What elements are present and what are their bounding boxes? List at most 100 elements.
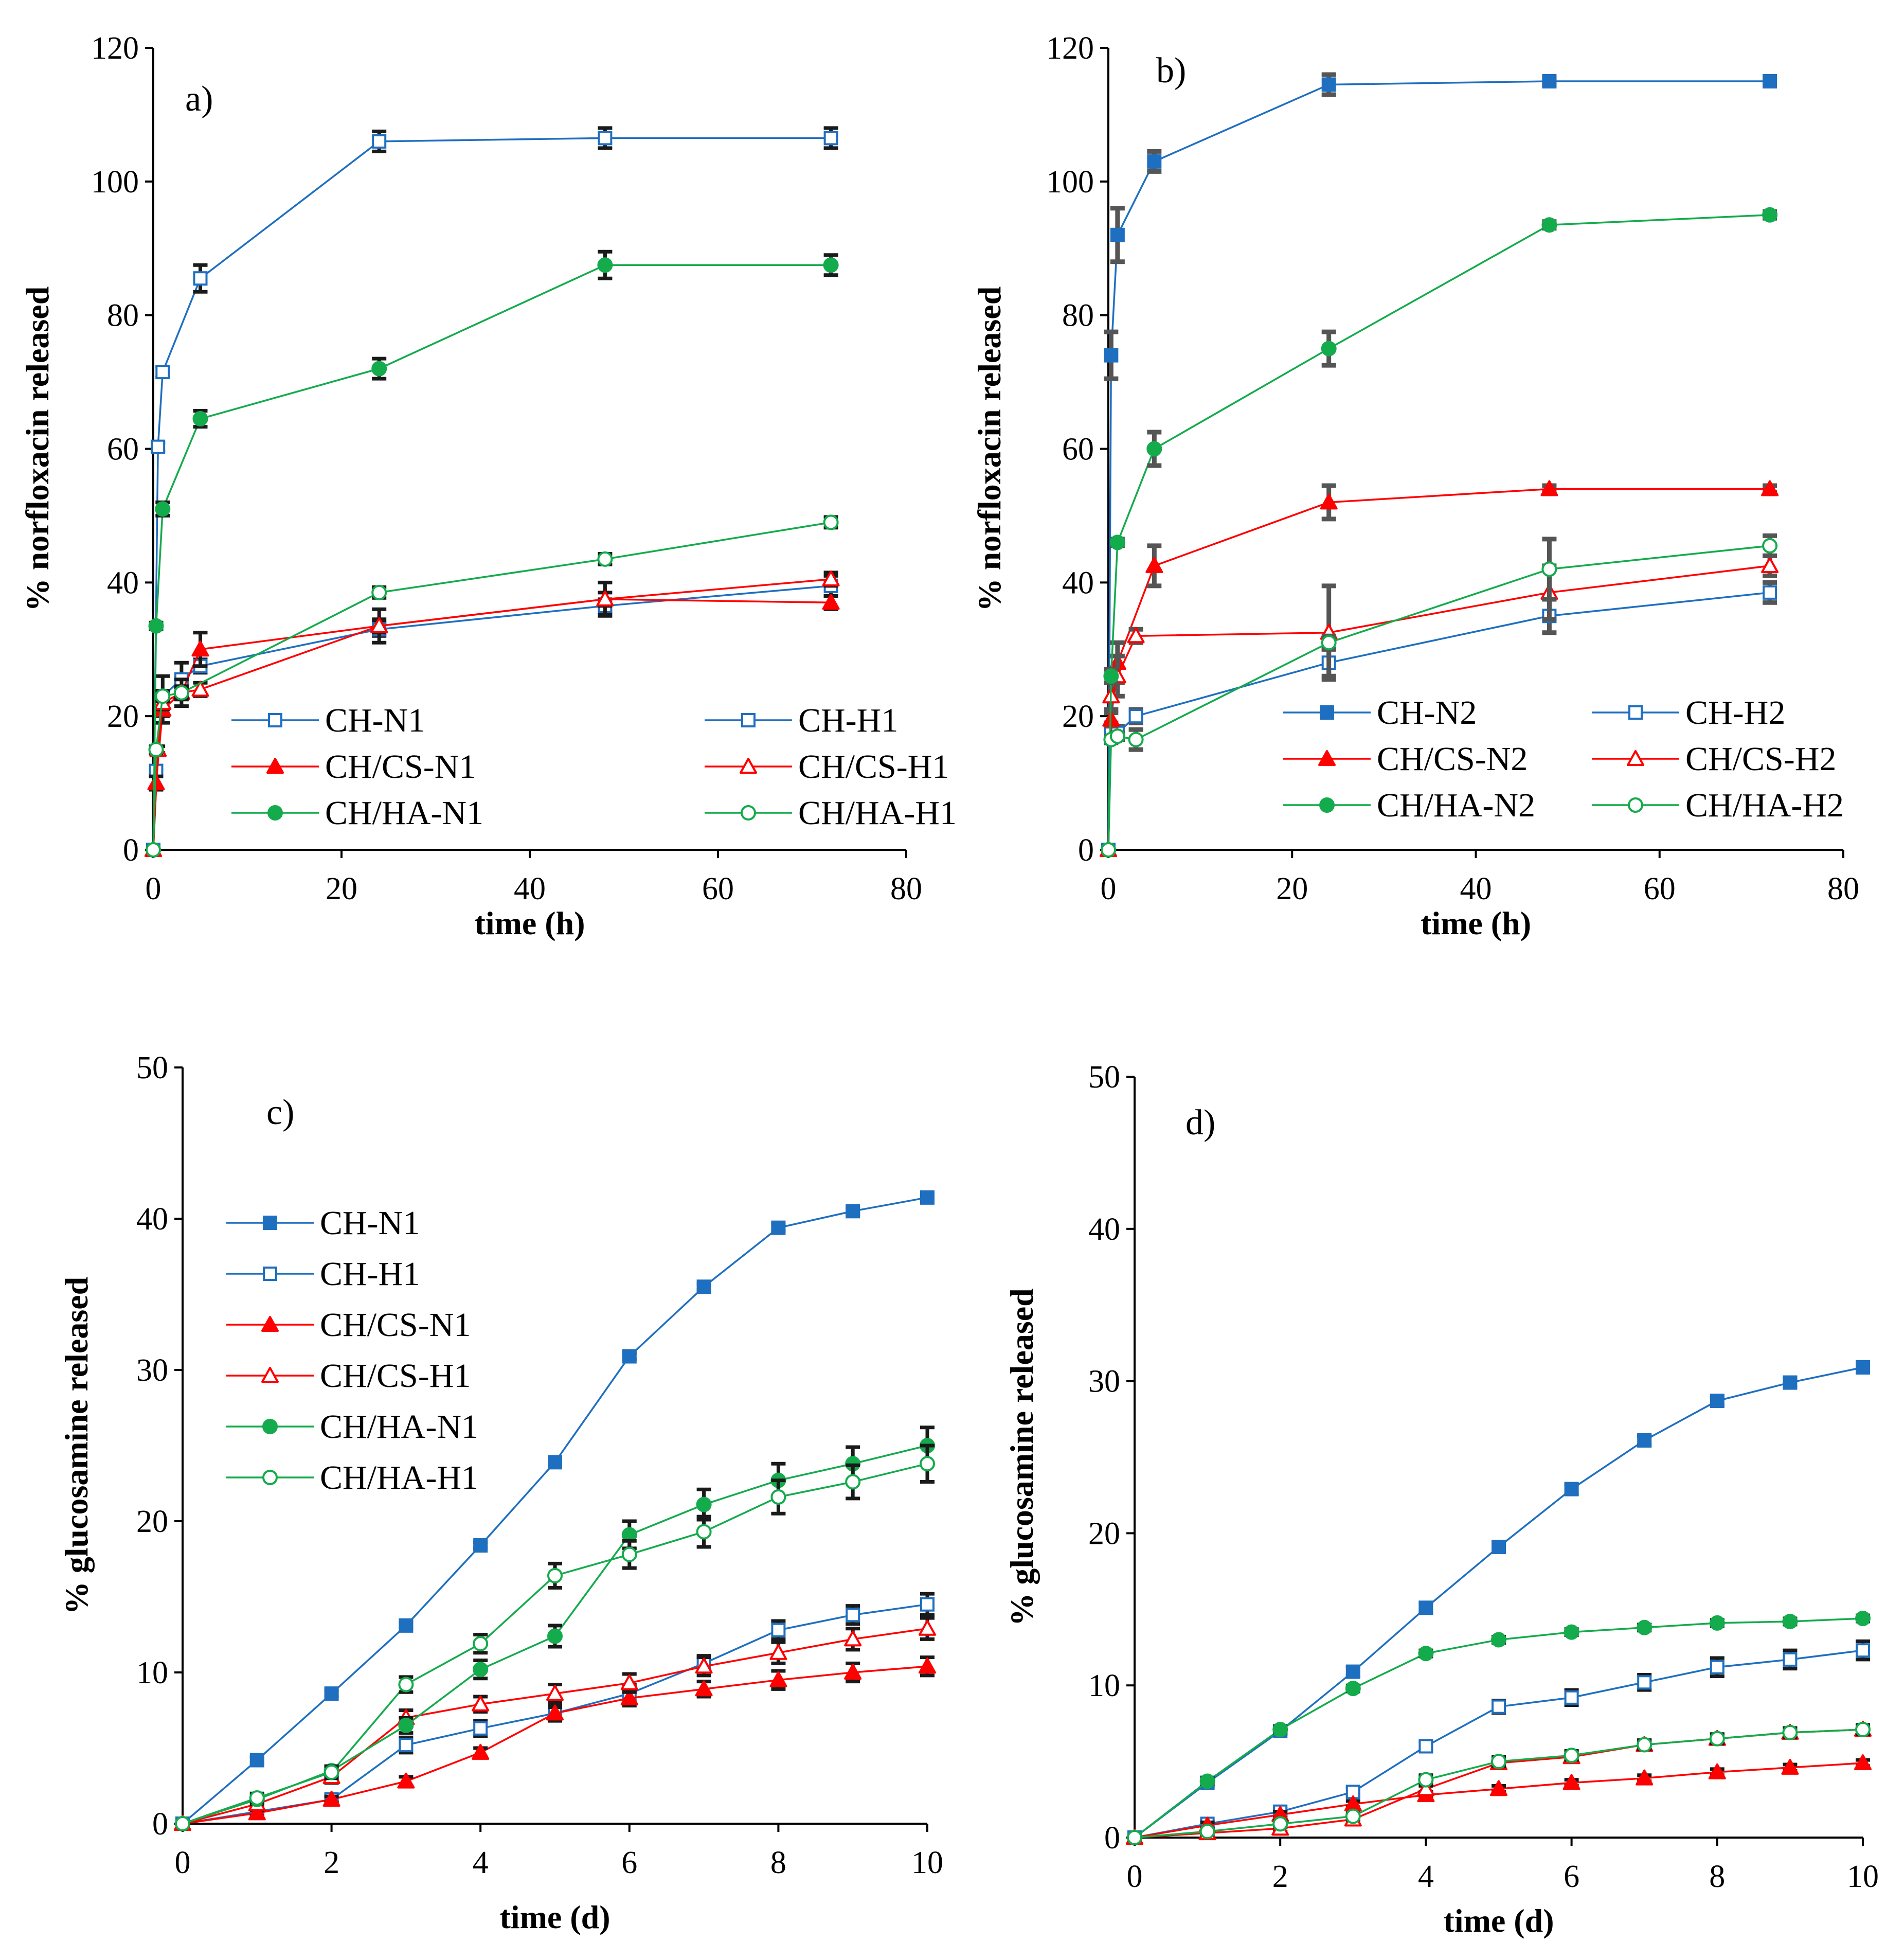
- panel-a-norfloxacin-release: 0 20 40 60 80 100 120 0 20 40 60 80 time (h) % norflo…: [19, 31, 957, 941]
- data-point: [1127, 1830, 1142, 1845]
- series-ch-h1: [146, 574, 838, 857]
- data-point: [845, 1474, 861, 1490]
- legend-marker: [1319, 797, 1335, 813]
- data-point: [1782, 1724, 1798, 1740]
- data-point: [249, 1790, 265, 1806]
- data-point: [1636, 1769, 1654, 1786]
- x-tick-label: 10: [1847, 1859, 1879, 1894]
- data-point: [1110, 227, 1125, 242]
- data-point: [1709, 1731, 1725, 1747]
- y-tick-label: 0: [1104, 1821, 1120, 1856]
- data-point: [1272, 1721, 1288, 1737]
- data-point: [1761, 480, 1779, 496]
- series-ch-cs-n1: [145, 580, 840, 857]
- y-tick-label: 20: [136, 1504, 168, 1539]
- data-point: [620, 1689, 638, 1705]
- y-tick-label: 40: [136, 1202, 168, 1237]
- legend-label: CH/CS-N2: [1377, 740, 1528, 778]
- data-point: [1492, 1699, 1506, 1714]
- y-tick-label: 60: [1062, 432, 1094, 467]
- data-point: [769, 1671, 787, 1687]
- data-point: [844, 1630, 862, 1647]
- series-ch-cs-h1: [174, 1616, 936, 1831]
- x-tick-label: 60: [1644, 871, 1676, 906]
- legend-label: CH/HA-H1: [798, 794, 957, 832]
- data-point: [1763, 585, 1777, 600]
- data-point: [146, 842, 161, 858]
- legend: CH-N1 CH-H1 CH/CS-N1 CH/CS-H1 CH/HA-N1 CH/HA-…: [226, 1204, 478, 1496]
- y-tick-label: 60: [107, 432, 139, 467]
- y-tick-label: 10: [1088, 1668, 1120, 1703]
- data-point: [398, 1717, 414, 1733]
- y-tick-label: 80: [1062, 298, 1094, 333]
- series-line: [1134, 1762, 1863, 1839]
- legend-label: CH-N1: [325, 702, 425, 739]
- x-tick-label: 0: [146, 871, 161, 906]
- data-point: [696, 1496, 712, 1512]
- data-point: [1345, 1664, 1360, 1679]
- data-point: [1855, 1611, 1871, 1627]
- series-ch-n1: [146, 126, 838, 857]
- data-point: [1321, 635, 1337, 651]
- panel-b-norfloxacin-release: 0 20 40 60 80 100 120 0 20 40 60 80 time (h) % norflo…: [971, 31, 1859, 941]
- data-point: [1782, 1613, 1798, 1629]
- series-ch-ha-h2: [1101, 533, 1778, 858]
- legend-marker: [1318, 750, 1336, 766]
- data-point: [846, 1608, 860, 1623]
- panel-label: b): [1156, 51, 1186, 91]
- data-point: [1104, 348, 1119, 363]
- legend-marker: [1320, 705, 1334, 720]
- data-point: [1272, 1816, 1288, 1832]
- data-point: [1855, 1721, 1871, 1737]
- data-point: [473, 1721, 488, 1736]
- x-tick-label: 4: [473, 1845, 489, 1880]
- legend-label: CH-H2: [1685, 694, 1785, 732]
- legend-label: CH/HA-N1: [320, 1408, 478, 1446]
- y-tick-label: 30: [1088, 1364, 1120, 1399]
- data-point: [919, 1658, 936, 1674]
- y-tick-label: 0: [152, 1807, 168, 1842]
- data-point: [371, 584, 387, 600]
- data-point: [472, 1743, 490, 1760]
- legend-label: CH-H1: [320, 1255, 420, 1293]
- data-point: [1418, 1739, 1433, 1754]
- data-point: [248, 1804, 266, 1821]
- legend: CH-N2 CH-H2 CH/CS-N2 CH/CS-H2 CH/HA-N2 CH/HA-…: [1283, 694, 1844, 824]
- data-point: [596, 590, 614, 607]
- data-point: [191, 681, 209, 697]
- x-tick-label: 6: [1564, 1859, 1579, 1894]
- data-point: [1854, 1754, 1872, 1771]
- x-tick-label: 8: [770, 1845, 786, 1880]
- data-point: [1345, 1808, 1361, 1824]
- x-tick-label: 40: [1460, 871, 1492, 906]
- legend-marker: [268, 713, 282, 727]
- data-point: [1417, 1780, 1435, 1796]
- data-point: [1127, 627, 1145, 644]
- data-point: [769, 1644, 787, 1660]
- legend-label: CH/CS-H1: [798, 748, 949, 786]
- series-line: [152, 585, 831, 850]
- y-tick-label: 20: [107, 699, 139, 734]
- x-axis-title: time (d): [499, 1899, 610, 1935]
- data-point: [249, 1753, 264, 1768]
- x-tick-label: 0: [1101, 871, 1117, 906]
- data-point: [1783, 1652, 1798, 1667]
- y-tick-label: 20: [1062, 699, 1094, 734]
- data-point: [1199, 1824, 1215, 1840]
- data-point: [1101, 842, 1116, 858]
- legend-marker: [263, 1267, 277, 1281]
- data-point: [1418, 1646, 1434, 1662]
- legend-label: CH-H1: [798, 702, 898, 739]
- legend-label: CH/CS-N1: [325, 748, 476, 786]
- data-point: [1856, 1643, 1870, 1658]
- data-point: [398, 1677, 414, 1692]
- series-ch-cs-n2: [1126, 1754, 1872, 1845]
- y-tick-label: 40: [1062, 565, 1094, 600]
- x-tick-label: 2: [1272, 1859, 1288, 1894]
- panel-label: a): [185, 79, 213, 119]
- data-point: [696, 1279, 711, 1294]
- data-point: [1109, 728, 1125, 744]
- y-tick-label: 80: [107, 298, 139, 333]
- legend-marker: [1627, 750, 1644, 766]
